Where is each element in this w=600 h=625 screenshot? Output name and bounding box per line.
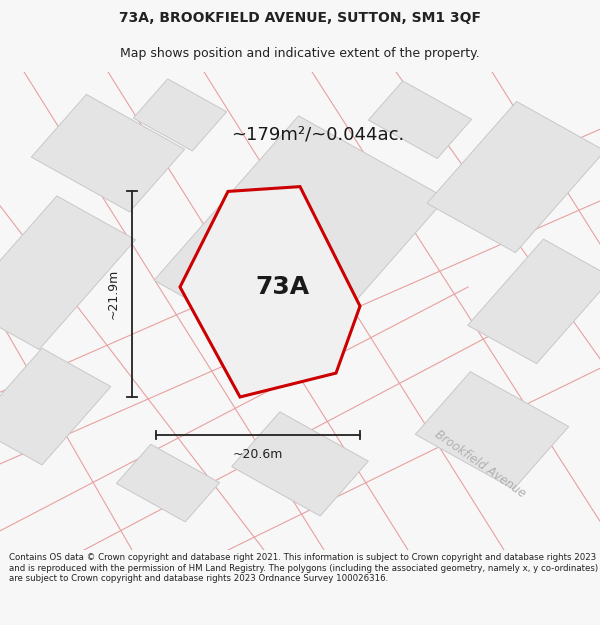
Polygon shape xyxy=(180,187,360,397)
Text: ~21.9m: ~21.9m xyxy=(106,269,119,319)
Polygon shape xyxy=(368,81,472,159)
Polygon shape xyxy=(427,101,600,252)
Text: ~20.6m: ~20.6m xyxy=(233,448,283,461)
Text: Contains OS data © Crown copyright and database right 2021. This information is : Contains OS data © Crown copyright and d… xyxy=(9,553,598,583)
Polygon shape xyxy=(415,372,569,489)
Polygon shape xyxy=(0,348,111,465)
Text: Brookfield Avenue: Brookfield Avenue xyxy=(432,428,528,500)
Text: 73A, BROOKFIELD AVENUE, SUTTON, SM1 3QF: 73A, BROOKFIELD AVENUE, SUTTON, SM1 3QF xyxy=(119,11,481,25)
Polygon shape xyxy=(116,444,220,522)
Text: 73A: 73A xyxy=(255,275,309,299)
Polygon shape xyxy=(133,79,227,151)
Text: Map shows position and indicative extent of the property.: Map shows position and indicative extent… xyxy=(120,48,480,61)
Polygon shape xyxy=(232,412,368,516)
Polygon shape xyxy=(0,196,136,349)
Polygon shape xyxy=(154,116,446,362)
Text: ~179m²/~0.044ac.: ~179m²/~0.044ac. xyxy=(232,125,404,143)
Polygon shape xyxy=(468,239,600,364)
Polygon shape xyxy=(31,94,185,212)
